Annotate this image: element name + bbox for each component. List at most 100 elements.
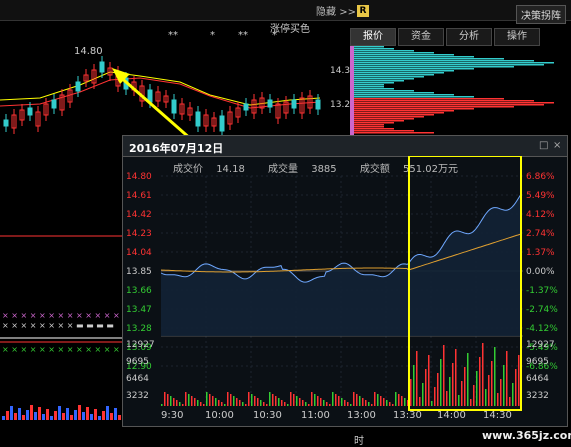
volume-bar bbox=[479, 357, 481, 406]
volume-bar bbox=[203, 404, 205, 406]
time-tick-label: 14:00 bbox=[437, 410, 466, 421]
depth-bar bbox=[354, 122, 394, 124]
price-tick-label: 14.61 bbox=[126, 191, 152, 201]
restore-icon[interactable]: □ bbox=[539, 140, 549, 151]
depth-bar bbox=[354, 66, 514, 68]
price-line bbox=[161, 193, 522, 283]
macd-bars bbox=[2, 405, 121, 420]
tab-funds[interactable]: 资金 bbox=[398, 28, 444, 46]
volume-value: 3885 bbox=[311, 164, 337, 175]
macd-bar bbox=[50, 416, 53, 420]
popup-title-bar[interactable]: 2016年07月12日 □ × bbox=[123, 136, 567, 157]
depth-bar bbox=[354, 80, 404, 82]
volume-bar bbox=[335, 394, 337, 406]
volume-bar bbox=[422, 383, 424, 406]
volume-bar bbox=[332, 392, 334, 406]
volume-bar bbox=[185, 392, 187, 406]
candlestick bbox=[307, 95, 313, 109]
candlestick bbox=[283, 101, 289, 114]
macd-bar bbox=[46, 409, 49, 420]
price-tick-label: 14.04 bbox=[126, 248, 152, 258]
volume-bar bbox=[347, 402, 349, 406]
svg-text:× × × × × × × × × × × × ×: × × × × × × × × × × × × × bbox=[2, 311, 120, 320]
volume-bar bbox=[359, 396, 361, 406]
volume-bar bbox=[269, 392, 271, 406]
volume-bar bbox=[287, 404, 289, 406]
volume-bar bbox=[491, 361, 493, 406]
candlestick bbox=[51, 99, 57, 109]
depth-bar bbox=[354, 110, 454, 112]
volume-bar bbox=[161, 404, 163, 406]
volume-bar bbox=[263, 402, 265, 406]
tab-quote[interactable]: 报价 bbox=[350, 28, 396, 46]
depth-bar bbox=[354, 84, 384, 86]
order-depth-bars bbox=[354, 46, 554, 134]
volume-bar bbox=[200, 402, 202, 406]
r-badge[interactable]: R bbox=[357, 5, 369, 17]
depth-bar bbox=[354, 48, 394, 50]
close-icon[interactable]: × bbox=[553, 140, 562, 151]
volume-tick-label: 12927 bbox=[126, 340, 155, 350]
volume-bar bbox=[404, 398, 406, 406]
candlestick bbox=[227, 111, 233, 125]
volume-bar bbox=[431, 401, 433, 406]
tab-analysis[interactable]: 分析 bbox=[446, 28, 492, 46]
volume-bar bbox=[245, 404, 247, 406]
volume-bar bbox=[281, 400, 283, 406]
volume-bar bbox=[500, 379, 502, 406]
price-tick-label: 13.28 bbox=[126, 324, 152, 334]
candlestick bbox=[259, 97, 265, 109]
decision-button[interactable]: 决策拐阵 bbox=[516, 5, 566, 24]
volume-bar bbox=[356, 394, 358, 406]
depth-bar bbox=[354, 54, 454, 56]
volume-bar bbox=[254, 396, 256, 406]
depth-bar bbox=[354, 86, 384, 88]
macd-bar bbox=[26, 410, 29, 420]
depth-bar bbox=[354, 118, 414, 120]
macd-bar bbox=[30, 405, 33, 420]
tab-operation[interactable]: 操作 bbox=[494, 28, 540, 46]
price-tick-label: 14.23 bbox=[126, 229, 152, 239]
volume-bar bbox=[410, 379, 412, 406]
volume-bar bbox=[320, 398, 322, 406]
watermark: www.365jz.com bbox=[482, 429, 571, 442]
candlestick bbox=[187, 107, 193, 116]
candlestick bbox=[59, 94, 65, 111]
volume-bar bbox=[323, 400, 325, 406]
volume-bar bbox=[473, 385, 475, 406]
volume-bar bbox=[452, 363, 454, 406]
volume-bar bbox=[305, 402, 307, 406]
candlestick bbox=[243, 103, 249, 111]
percent-tick-label: -1.37% bbox=[526, 286, 558, 296]
candlestick bbox=[299, 97, 305, 114]
volume-bar bbox=[482, 343, 484, 406]
depth-bar bbox=[354, 106, 514, 108]
candlestick bbox=[27, 107, 33, 116]
depth-bar bbox=[354, 120, 404, 122]
volume-bar bbox=[227, 392, 229, 406]
top-toolbar: 隐藏 >> R 决策拐阵 bbox=[0, 0, 571, 24]
volume-bar bbox=[419, 397, 421, 406]
price-tick-label: 13.85 bbox=[126, 267, 152, 277]
volume-bar bbox=[194, 398, 196, 406]
percent-tick-label: -5.49% bbox=[526, 343, 558, 353]
volume-bar bbox=[230, 394, 232, 406]
depth-bar bbox=[354, 56, 474, 58]
macd-bar bbox=[102, 411, 105, 420]
depth-bar bbox=[354, 104, 544, 106]
macd-bar bbox=[18, 408, 21, 420]
volume-bar bbox=[302, 400, 304, 406]
svg-text:× × × × × × × × ▬ ▬ ▬ ▬: × × × × × × × × ▬ ▬ ▬ ▬ bbox=[2, 321, 114, 330]
volume-bar bbox=[197, 400, 199, 406]
hide-button[interactable]: 隐藏 >> bbox=[316, 3, 356, 18]
volume-bar bbox=[233, 396, 235, 406]
popup-date: 2016年07月12日 bbox=[129, 142, 224, 155]
depth-bar bbox=[354, 78, 414, 80]
candlestick bbox=[291, 99, 297, 109]
macd-bar bbox=[114, 408, 117, 420]
intraday-popup: 2016年07月12日 □ × 成交价 14.18 成交量 3885 成交额 5… bbox=[122, 135, 568, 427]
depth-bar bbox=[354, 112, 444, 114]
candlestick bbox=[35, 111, 41, 127]
depth-bar bbox=[354, 74, 434, 76]
percent-tick-label: 4.12% bbox=[526, 210, 555, 220]
